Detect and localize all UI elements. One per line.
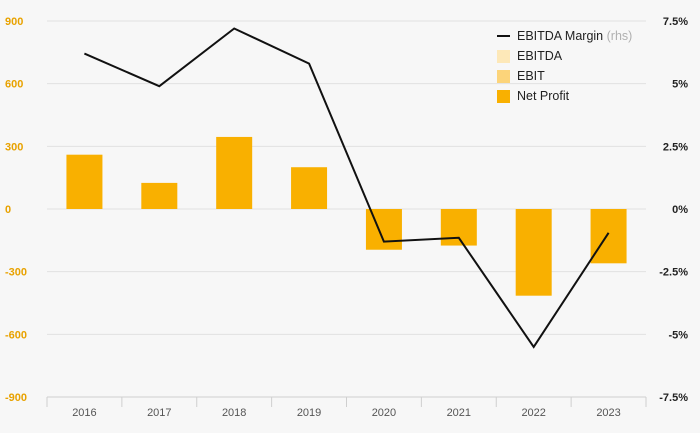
- legend-label: EBITDA: [517, 49, 563, 63]
- right-y-axis: 7.5% 5% 2.5% 0% -2.5% -5% -7.5%: [659, 16, 688, 404]
- legend-swatch: [497, 70, 510, 83]
- left-tick-label: -900: [5, 392, 27, 404]
- net-profit-bar: [515, 209, 552, 296]
- legend-label-text: Net Profit: [517, 89, 570, 103]
- left-tick-label: 0: [5, 204, 11, 216]
- left-tick-label: -300: [5, 267, 27, 279]
- x-tick-label: 2016: [72, 407, 96, 419]
- right-tick-label: 5%: [672, 79, 688, 91]
- x-axis: 2016 2017 2018 2019 2020 2021 2022 2023: [46, 396, 647, 419]
- left-tick-label: 600: [5, 79, 23, 91]
- legend: EBITDA Margin (rhs) EBITDA EBIT Net Profit: [497, 29, 632, 103]
- right-tick-label: 7.5%: [663, 16, 688, 28]
- x-tick-label: 2022: [521, 407, 545, 419]
- x-tick-label: 2021: [447, 407, 471, 419]
- left-tick-label: -600: [5, 329, 27, 341]
- net-profit-bars: [66, 136, 627, 296]
- legend-swatch: [497, 50, 510, 63]
- right-tick-label: 0%: [672, 204, 688, 216]
- x-tick-label: 2023: [596, 407, 620, 419]
- ebitda-margin-line-path: [84, 27, 610, 349]
- right-tick-label: -7.5%: [659, 392, 688, 404]
- x-tick-label: 2020: [372, 407, 396, 419]
- left-y-axis: 900 600 300 0 -300 -600 -900: [5, 16, 27, 404]
- legend-label-text: EBITDA Margin: [517, 29, 603, 43]
- legend-label-suffix: (rhs): [603, 29, 632, 43]
- x-tick-label: 2017: [147, 407, 171, 419]
- net-profit-bar: [440, 209, 477, 246]
- legend-label-text: EBIT: [517, 69, 545, 83]
- net-profit-bar: [291, 167, 328, 209]
- x-tick-label: 2019: [297, 407, 321, 419]
- net-profit-bar: [66, 154, 103, 209]
- right-tick-label: -5%: [668, 329, 688, 341]
- legend-label: EBIT: [517, 69, 545, 83]
- right-tick-label: 2.5%: [663, 141, 688, 153]
- left-tick-label: 900: [5, 16, 23, 28]
- legend-label-text: EBITDA: [517, 49, 563, 63]
- net-profit-bar: [590, 209, 627, 264]
- ebitda-margin-line: [84, 27, 610, 349]
- x-tick-label: 2018: [222, 407, 246, 419]
- net-profit-bar: [216, 136, 253, 209]
- legend-label: EBITDA Margin (rhs): [517, 29, 632, 43]
- right-tick-label: -2.5%: [659, 267, 688, 279]
- legend-swatch: [497, 90, 510, 103]
- net-profit-bar: [365, 209, 402, 250]
- left-tick-label: 300: [5, 141, 23, 153]
- legend-label: Net Profit: [517, 89, 570, 103]
- net-profit-bar: [141, 182, 178, 209]
